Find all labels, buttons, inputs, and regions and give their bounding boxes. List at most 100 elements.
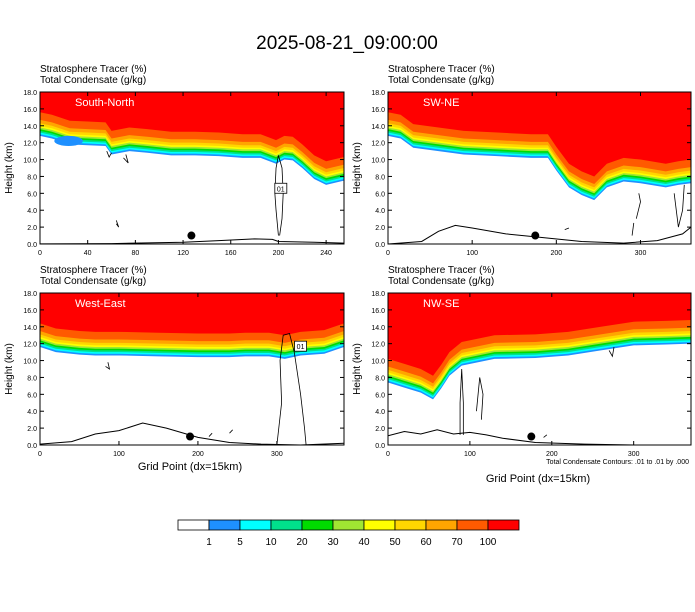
y-axis-label-nw-se: Height (km): [352, 343, 363, 395]
colorbar-swatch-8: [425, 519, 458, 531]
header-line2-south-north: Total Condensate (g/kg): [40, 75, 146, 86]
xtick-label-nw-se-3: 300: [628, 451, 640, 458]
panel-label-west-east: West-East: [75, 298, 126, 310]
y-axis-label-sw-ne: Height (km): [352, 142, 363, 194]
ytick-label-nw-se-1: 2.0: [375, 426, 385, 433]
ytick-label-nw-se-8: 16.0: [371, 308, 385, 315]
header-line1-nw-se: Stratosphere Tracer (%): [388, 265, 495, 276]
ytick-label-sw-ne-7: 14.0: [371, 124, 385, 131]
xtick-label-nw-se-2: 200: [546, 451, 558, 458]
ytick-label-sw-ne-9: 18.0: [371, 90, 385, 97]
xtick-label-south-north-1: 40: [84, 250, 92, 257]
ytick-label-west-east-7: 14.0: [23, 325, 37, 332]
location-marker-sw-ne: [531, 231, 540, 240]
ytick-label-nw-se-5: 10.0: [371, 359, 385, 366]
ytick-label-south-north-9: 18.0: [23, 90, 37, 97]
condensate-contour-nw-se-2: [608, 346, 615, 358]
colorbar-label-3: 20: [296, 537, 308, 548]
panel-nw-se: Stratosphere Tracer (%) Total Condensate…: [352, 265, 692, 458]
panel-label-sw-ne: SW-NE: [423, 97, 459, 109]
ytick-label-nw-se-2: 4.0: [375, 409, 385, 416]
ytick-label-west-east-8: 16.0: [23, 308, 37, 315]
ytick-label-south-north-0: 0.0: [27, 242, 37, 249]
ytick-label-south-north-2: 4.0: [27, 208, 37, 215]
condensate-contour-nw-se-1: [476, 377, 484, 420]
ytick-label-nw-se-7: 14.0: [371, 325, 385, 332]
condensate-contour-west-east-2: [208, 432, 213, 437]
xtick-label-west-east-0: 0: [38, 451, 42, 458]
panel-west-east: Stratosphere Tracer (%) Total Condensate…: [4, 265, 345, 458]
xtick-label-sw-ne-2: 200: [550, 250, 562, 257]
ytick-label-sw-ne-2: 4.0: [375, 208, 385, 215]
ytick-label-west-east-1: 2.0: [27, 426, 37, 433]
colorbar-label-8: 70: [451, 537, 463, 548]
colorbar-swatch-3: [270, 519, 303, 531]
plot-frame-nw-se: [387, 292, 692, 446]
ytick-label-nw-se-3: 6.0: [375, 392, 385, 399]
colorbar-swatch-1: [208, 519, 241, 531]
xtick-label-south-north-4: 160: [225, 250, 237, 257]
ytick-label-south-north-3: 6.0: [27, 191, 37, 198]
ytick-label-west-east-2: 4.0: [27, 409, 37, 416]
xtick-label-south-north-5: 200: [273, 250, 285, 257]
plot-frame-west-east: [39, 292, 345, 446]
condensate-contour-west-east-1: [105, 362, 111, 370]
colorbar-label-5: 40: [358, 537, 370, 548]
ytick-label-west-east-0: 0.0: [27, 443, 37, 450]
tracer-band-red-sw-ne: [388, 92, 691, 177]
figure-title: 2025-08-21_09:00:00: [256, 33, 438, 54]
condensate-contour-west-east-0: [276, 333, 307, 445]
x-axis-label-right: Grid Point (dx=15km): [486, 473, 590, 485]
xtick-label-south-north-2: 80: [131, 250, 139, 257]
y-axis-label-south-north: Height (km): [4, 142, 15, 194]
ytick-label-south-north-4: 8.0: [27, 174, 37, 181]
condensate-contour-south-north-2: [123, 154, 129, 164]
plot-frame-sw-ne: [387, 91, 692, 245]
ytick-label-west-east-9: 18.0: [23, 291, 37, 298]
condensate-contour-south-north-1: [106, 150, 112, 158]
ytick-label-sw-ne-1: 2.0: [375, 225, 385, 232]
y-axis-label-west-east: Height (km): [4, 343, 15, 395]
ytick-label-sw-ne-3: 6.0: [375, 191, 385, 198]
panel-south-north: Stratosphere Tracer (%) Total Condensate…: [4, 64, 345, 257]
condensate-contour-south-north-0: [274, 155, 284, 236]
terrain-line-sw-ne: [388, 224, 691, 244]
xtick-label-west-east-2: 200: [192, 451, 204, 458]
condensate-contour-west-east-3: [229, 429, 233, 434]
condensate-contour-sw-ne-1: [635, 193, 641, 219]
contour-note: Total Condensate Contours: .01 to .01 by…: [546, 459, 689, 466]
contour-box-west-east: [294, 340, 307, 352]
ytick-label-sw-ne-0: 0.0: [375, 242, 385, 249]
tracer-band-red-south-north: [40, 92, 344, 162]
terrain-line-nw-se: [388, 429, 691, 445]
header-line2-west-east: Total Condensate (g/kg): [40, 276, 146, 287]
ytick-label-west-east-3: 6.0: [27, 392, 37, 399]
ytick-label-south-north-7: 14.0: [23, 124, 37, 131]
xtick-label-sw-ne-0: 0: [386, 250, 390, 257]
header-line1-south-north: Stratosphere Tracer (%): [40, 64, 147, 75]
xtick-label-sw-ne-1: 100: [466, 250, 478, 257]
condensate-contour-sw-ne-0: [673, 184, 685, 228]
ytick-label-nw-se-4: 8.0: [375, 375, 385, 382]
colorbar-swatch-10: [487, 519, 520, 531]
ytick-label-sw-ne-4: 8.0: [375, 174, 385, 181]
contour-box-label-west-east: 01: [297, 344, 305, 351]
condensate-contour-south-north-3: [115, 220, 120, 228]
condensate-contour-nw-se-0: [459, 368, 464, 435]
contour-box-label-south-north: 01: [277, 186, 285, 193]
xtick-label-west-east-1: 100: [113, 451, 125, 458]
xtick-label-nw-se-1: 100: [464, 451, 476, 458]
tracer-band-red-west-east: [40, 293, 344, 336]
xtick-label-south-north-0: 0: [38, 250, 42, 257]
colorbar-swatch-5: [332, 519, 365, 531]
panel-sw-ne: Stratosphere Tracer (%) Total Condensate…: [352, 64, 692, 257]
contour-box-south-north: [274, 182, 288, 194]
ytick-label-west-east-6: 12.0: [23, 342, 37, 349]
ytick-label-sw-ne-6: 12.0: [371, 141, 385, 148]
ytick-label-south-north-1: 2.0: [27, 225, 37, 232]
x-axis-label-left: Grid Point (dx=15km): [138, 461, 242, 473]
colorbar-swatch-4: [301, 519, 334, 531]
ytick-label-nw-se-0: 0.0: [375, 443, 385, 450]
condensate-contour-sw-ne-2: [631, 222, 635, 236]
